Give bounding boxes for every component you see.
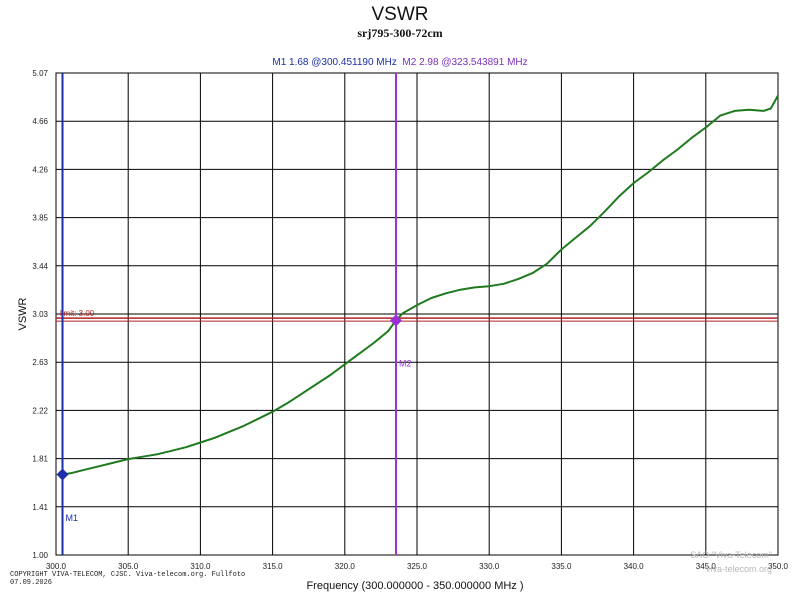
y-tick-label: 3.85	[32, 214, 48, 223]
x-tick-label: 330.0	[479, 562, 500, 571]
grid	[56, 73, 778, 555]
y-tick-label: 2.63	[32, 358, 48, 367]
x-tick-labels: 300.0 305.0 310.0 315.0 320.0 325.0 330.0 335.0…	[46, 562, 789, 571]
x-tick-label: 335.0	[551, 562, 572, 571]
y-tick-label: 1.41	[32, 503, 48, 512]
x-tick-label: 350.0	[768, 562, 789, 571]
y-tick-label: 4.26	[32, 165, 48, 174]
marker-readout-m2: M2 2.98 @323.543891 MHz	[402, 57, 528, 68]
chart-title: VSWR	[371, 4, 429, 25]
m2-marker-label: M2	[399, 359, 412, 369]
x-tick-label: 340.0	[624, 562, 645, 571]
x-tick-label: 315.0	[263, 562, 284, 571]
watermark-line-1: SAO "Viva-Telecom"	[690, 550, 772, 560]
x-tick-label: 320.0	[335, 562, 356, 571]
copyright-line-2: 07.09.2026	[10, 579, 53, 587]
y-tick-label: 2.22	[32, 406, 48, 415]
y-tick-label: 4.66	[32, 117, 48, 126]
m1-marker-diamond[interactable]	[56, 468, 69, 481]
trace-group	[62, 95, 779, 476]
y-tick-label: 1.00	[32, 551, 48, 560]
x-tick-label: 300.0	[46, 562, 67, 571]
y-tick-label: 3.44	[32, 262, 48, 271]
markers-group: M1 M2	[56, 73, 412, 555]
m1-marker-label: M1	[66, 513, 79, 523]
y-tick-label: 5.07	[32, 69, 48, 78]
y-tick-label: 1.81	[32, 455, 48, 464]
marker-readout: M1 1.68 @300.451190 MHz M2 2.98 @323.543…	[0, 57, 800, 68]
watermark-line-2: viva-telecom.org	[705, 564, 772, 574]
limit-label: limit: 3.00	[60, 309, 95, 318]
limit-line-group: limit: 3.00	[56, 309, 778, 322]
m2-marker-diamond[interactable]	[389, 314, 402, 327]
x-tick-label: 305.0	[118, 562, 139, 571]
x-tick-label: 310.0	[190, 562, 211, 571]
vswr-trace	[62, 95, 779, 476]
y-tick-labels: 1.00 1.41 1.81 2.22 2.63 3.03 3.44 3.85 4.26 4.66…	[32, 69, 48, 560]
x-tick-label: 345.0	[696, 562, 717, 571]
copyright-line-1: COPYRIGHT VIVA-TELECOM, CJSC. Viva-telec…	[10, 571, 246, 579]
y-tick-label: 3.03	[32, 310, 48, 319]
chart-subtitle: srj795-300-72cm	[357, 26, 443, 40]
marker-readout-m1: M1 1.68 @300.451190 MHz	[272, 57, 397, 68]
x-axis-label: Frequency (300.000000 - 350.000000 MHz )	[306, 580, 523, 592]
y-axis-label: VSWR	[17, 297, 29, 330]
copyright-notice: COPYRIGHT VIVA-TELECOM, CJSC. Viva-telec…	[10, 571, 310, 587]
x-tick-label: 325.0	[407, 562, 428, 571]
